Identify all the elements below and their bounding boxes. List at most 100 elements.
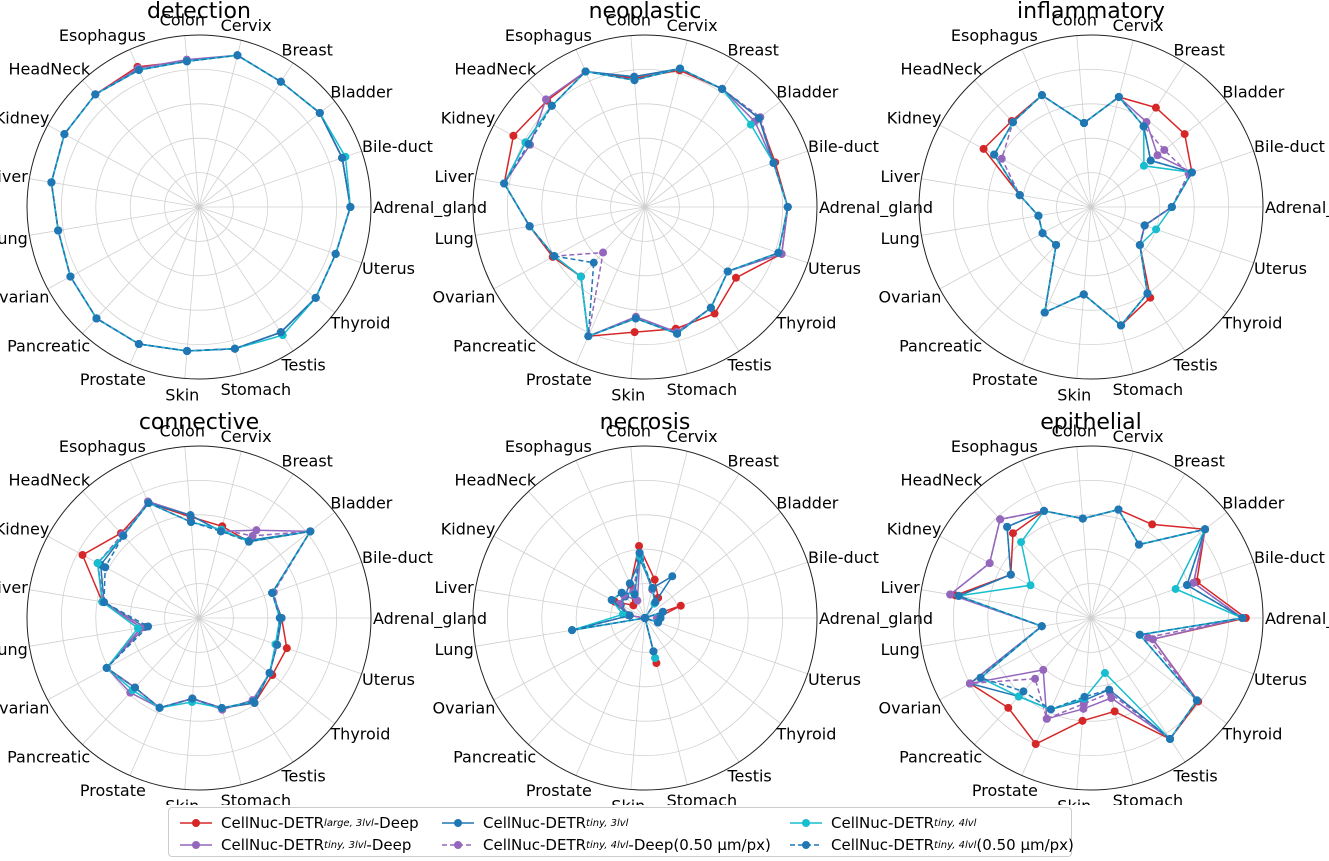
- series-point: [1046, 705, 1055, 714]
- series-point: [524, 139, 533, 148]
- grid-spoke: [129, 206, 200, 365]
- grid-spoke: [29, 617, 200, 647]
- series-point: [91, 90, 100, 99]
- axis-label: Stomach: [1113, 791, 1184, 805]
- series-point: [1146, 156, 1155, 165]
- grid-spoke: [939, 535, 1092, 619]
- grid-spoke: [1090, 617, 1227, 724]
- axis-label: Uterus: [808, 670, 861, 689]
- series-point: [134, 65, 143, 74]
- axis-label: Bile-duct: [1254, 548, 1325, 567]
- series-line-5: [503, 67, 789, 338]
- grid-spoke: [198, 62, 294, 208]
- series-point: [568, 626, 577, 635]
- series-point: [985, 559, 994, 568]
- legend-label: CellNuc-DETR: [831, 814, 935, 832]
- series-point: [581, 67, 590, 76]
- axis-label: Liver: [0, 578, 28, 597]
- series-point: [718, 84, 727, 93]
- axis-label: Uterus: [1254, 259, 1307, 278]
- legend-subscript: tiny, 4lvl: [934, 817, 977, 829]
- axis-label: Thyroid: [775, 313, 836, 332]
- outer-frame: [26, 445, 372, 791]
- series-point: [525, 222, 534, 231]
- grid-spoke: [1090, 40, 1134, 208]
- series-point: [1139, 161, 1148, 170]
- legend-item-2: CellNuc-DETR tiny, 3lvl: [441, 814, 628, 832]
- axis-label: Skin: [1057, 385, 1091, 404]
- series-point: [315, 108, 324, 117]
- series-point: [783, 203, 792, 211]
- axis-label: Esophagus: [505, 437, 592, 456]
- series-point: [1153, 151, 1162, 160]
- series-point: [946, 590, 955, 599]
- axis-label: Colon: [606, 11, 651, 30]
- grid-spoke: [921, 206, 1092, 236]
- grid-spoke: [198, 206, 335, 313]
- series-point: [1116, 321, 1125, 330]
- axis-label: Cervix: [221, 16, 272, 35]
- axis-label: Pancreatic: [7, 336, 90, 355]
- axis-label: HeadNeck: [8, 471, 90, 490]
- grid-spoke: [644, 206, 781, 313]
- series-point: [1160, 145, 1169, 154]
- axis-label: Bile-duct: [1254, 137, 1325, 156]
- axis-label: Kidney: [887, 109, 942, 128]
- chart-title: detection: [147, 0, 251, 24]
- axis-label: Bile-duct: [362, 548, 433, 567]
- grid-spoke: [630, 35, 646, 208]
- axis-label: Colon: [1052, 11, 1097, 30]
- axis-label: Adrenal_gland: [819, 198, 933, 218]
- grid-spoke: [29, 589, 200, 619]
- axis-label: Kidney: [887, 520, 942, 539]
- series-point: [1026, 581, 1035, 590]
- axis-label: Bladder: [330, 83, 392, 102]
- axis-label: Stomach: [221, 380, 292, 399]
- axis-label: Ovarian: [879, 698, 942, 717]
- grid-spoke: [198, 101, 335, 208]
- legend-marker: [790, 819, 822, 827]
- series-point: [1003, 522, 1012, 531]
- grid-spoke: [575, 49, 646, 208]
- series-point: [1006, 570, 1015, 579]
- axis-label: Lung: [881, 229, 920, 248]
- axis-label: Skin: [165, 385, 199, 404]
- grid-spoke: [630, 617, 646, 790]
- series-point: [1152, 225, 1161, 234]
- series-point: [1039, 665, 1048, 674]
- axis-label: Breast: [727, 41, 778, 60]
- axis-label: HeadNeck: [8, 60, 90, 79]
- axis-label: Cervix: [1113, 427, 1164, 446]
- legend-suffix: -Deep(0.50 μm/px): [628, 836, 771, 854]
- grid-spoke: [575, 206, 646, 365]
- grid-spoke: [82, 80, 200, 208]
- series-point: [648, 583, 657, 592]
- series-point: [1031, 674, 1040, 683]
- axis-label: Testis: [726, 766, 771, 785]
- series-point: [1192, 696, 1201, 705]
- axis-label: Prostate: [80, 781, 146, 800]
- legend-marker: [790, 841, 822, 849]
- legend-suffix: -Deep: [366, 836, 412, 854]
- series-point: [66, 272, 75, 281]
- axis-label: Testis: [280, 766, 325, 785]
- grid-spoke: [198, 150, 362, 208]
- series-point: [1040, 506, 1049, 515]
- axis-label: Liver: [881, 167, 921, 186]
- series-point: [1166, 734, 1175, 743]
- axis-label: Thyroid: [1221, 724, 1282, 743]
- grid-spoke: [1090, 206, 1186, 352]
- legend: CellNuc-DETR large, 3lvl -Deep CellNuc-DETR…: [168, 807, 1074, 857]
- axis-label: Kidney: [0, 520, 49, 539]
- series-line-2: [99, 502, 312, 709]
- series-point: [1040, 308, 1049, 317]
- series-line-1: [96, 500, 312, 711]
- series-point: [617, 588, 626, 597]
- grid-spoke: [974, 206, 1092, 334]
- axis-label: Thyroid: [329, 313, 390, 332]
- grid-spoke: [198, 206, 294, 352]
- grid-spoke: [644, 617, 781, 724]
- series-line-5: [571, 552, 665, 652]
- grid-spoke: [528, 206, 646, 334]
- grid-spoke: [644, 150, 808, 208]
